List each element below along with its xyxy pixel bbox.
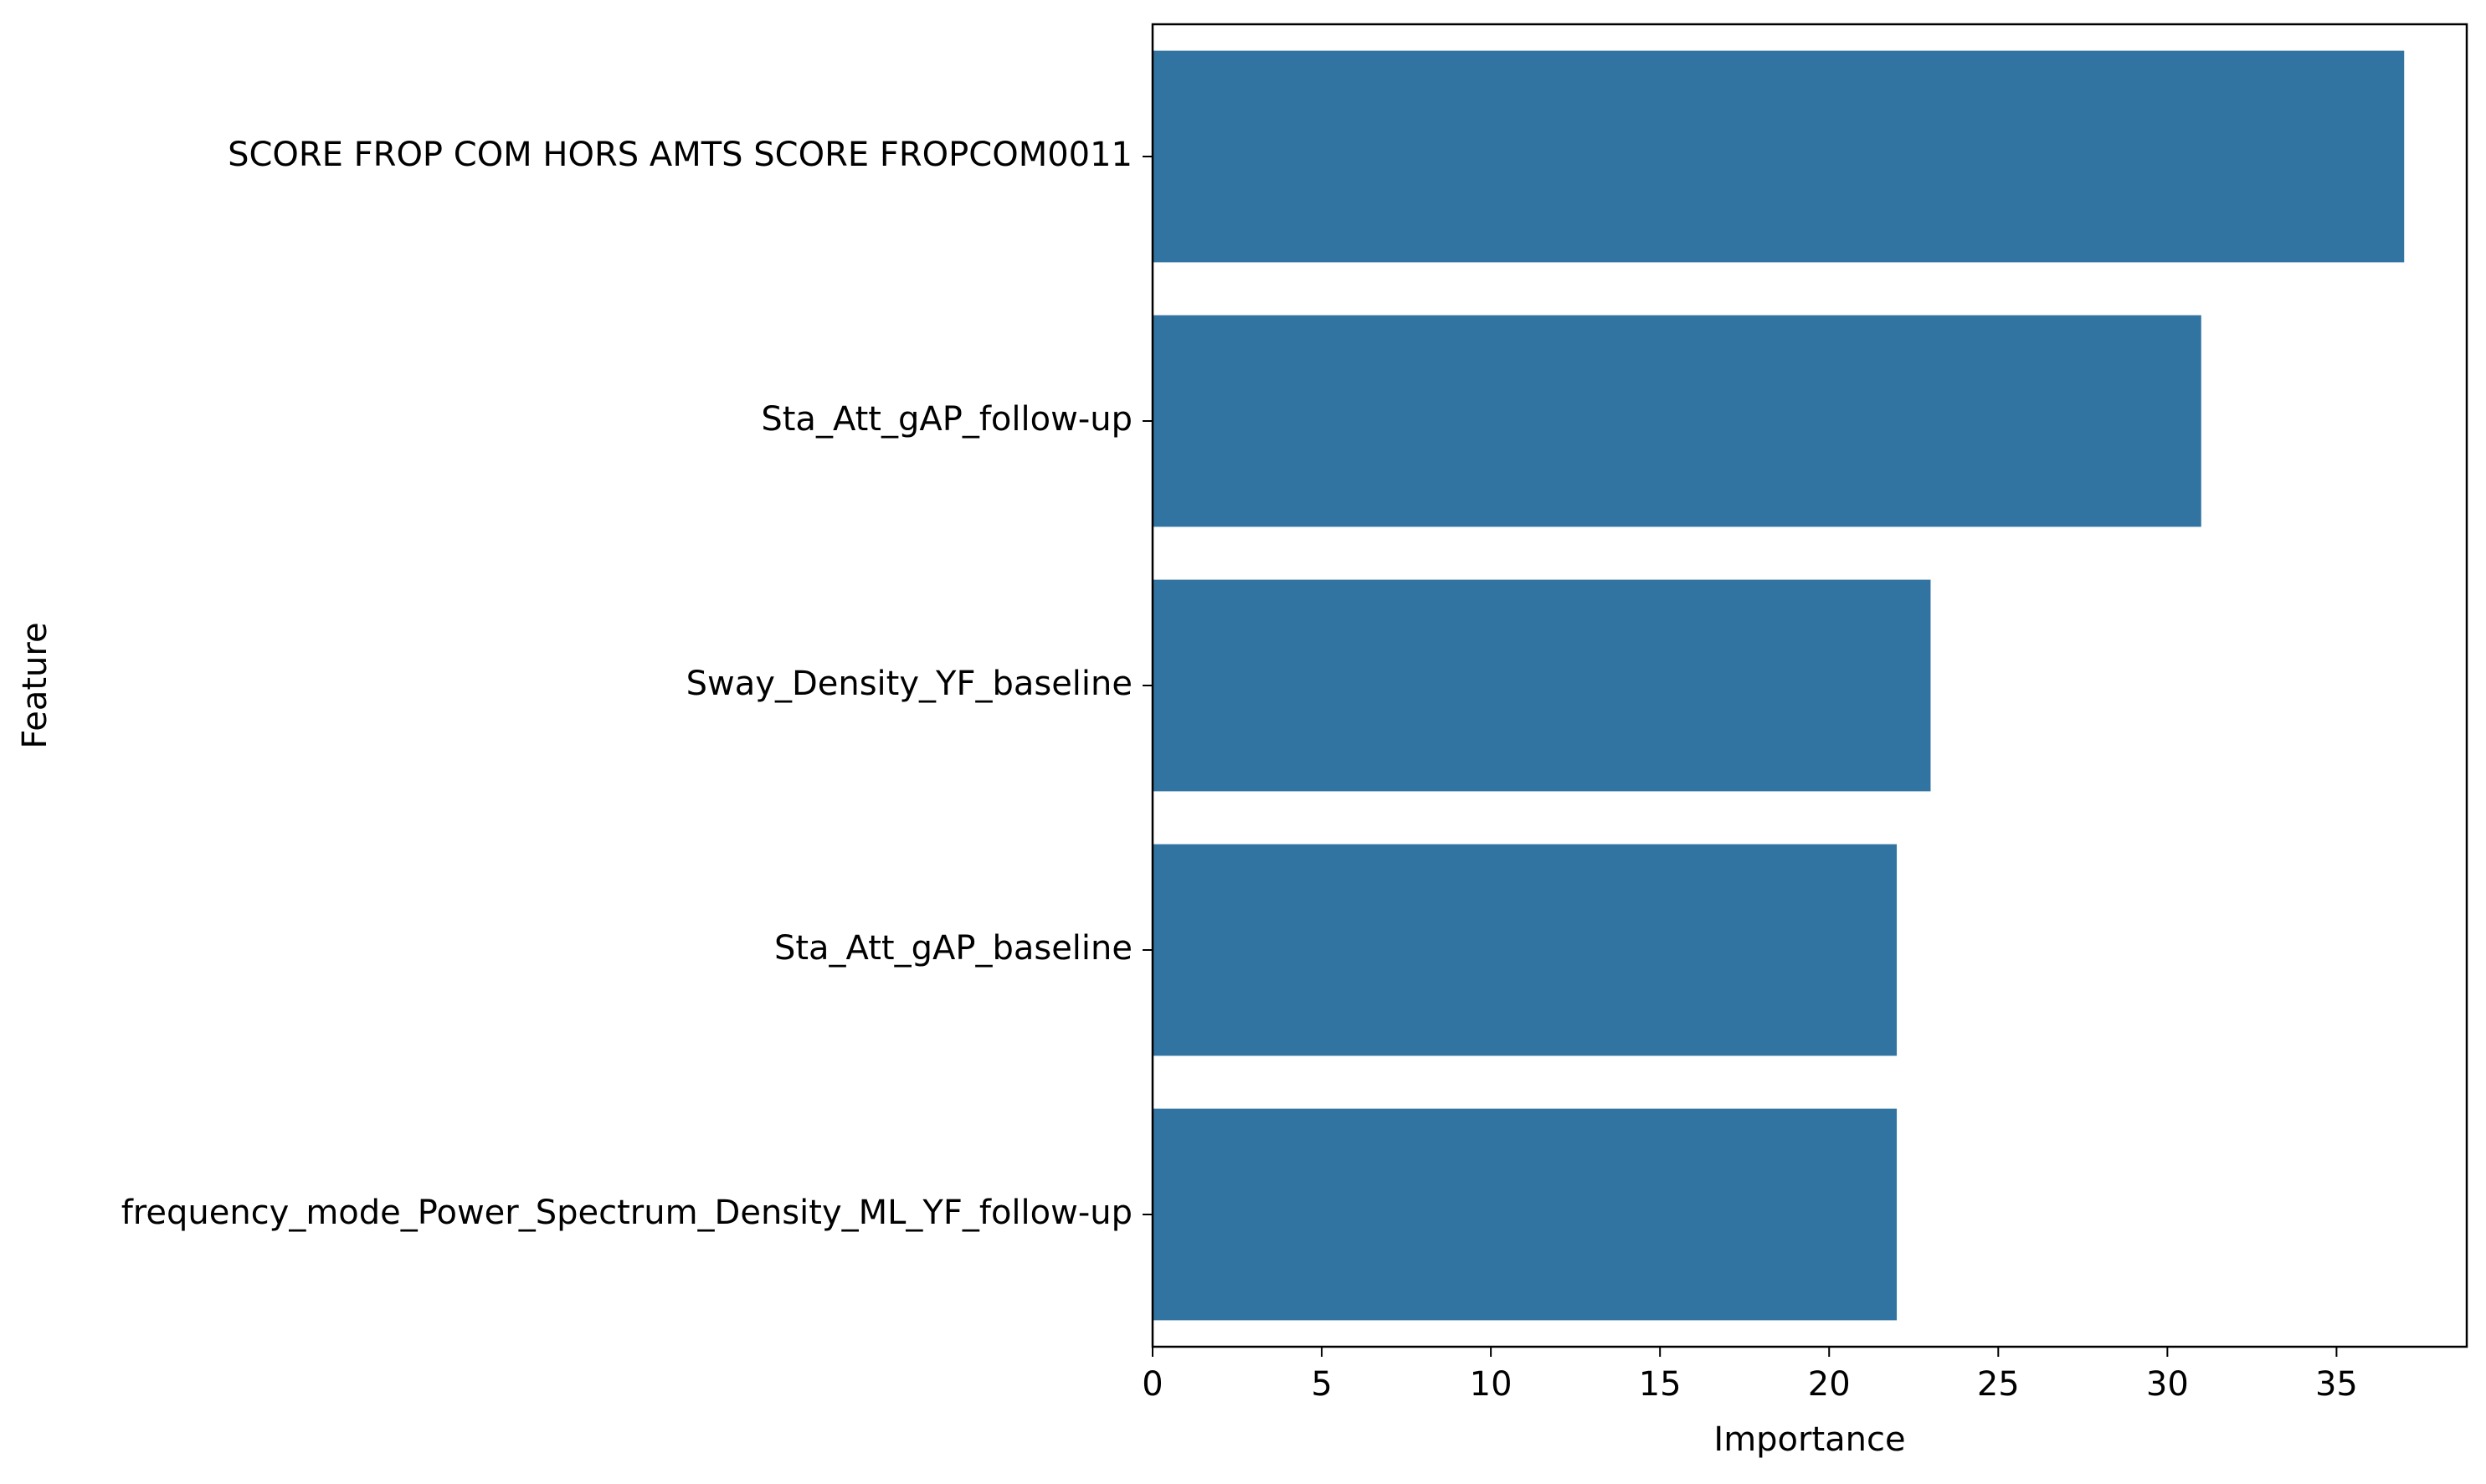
y-tick-label: Sta_Att_gAP_baseline xyxy=(774,929,1133,968)
x-axis-ticks: 0 5 10 15 20 25 30 35 xyxy=(1142,1347,2358,1404)
plot-frame xyxy=(1151,23,2468,1348)
bar xyxy=(1153,579,1931,792)
y-tick-label: SCORE FROP COM HORS AMTS SCORE FROPCOM00… xyxy=(228,136,1133,174)
bar xyxy=(1153,1108,1898,1321)
x-tick-label: 0 xyxy=(1142,1365,1163,1404)
y-tick-label: frequency_mode_Power_Spectrum_Density_ML… xyxy=(121,1194,1133,1232)
y-tick-label: Sway_Density_YF_baseline xyxy=(686,665,1133,703)
bar xyxy=(1153,844,1898,1056)
y-axis-label: Feature xyxy=(16,622,54,748)
x-tick-label: 30 xyxy=(2146,1365,2189,1404)
y-axis-ticks: SCORE FROP COM HORS AMTS SCORE FROPCOM00… xyxy=(121,136,1153,1232)
x-tick-label: 5 xyxy=(1311,1365,1332,1404)
x-tick-label: 20 xyxy=(1808,1365,1851,1404)
x-tick-label: 10 xyxy=(1470,1365,1513,1404)
x-tick-label: 35 xyxy=(2315,1365,2358,1404)
bar xyxy=(1153,50,2405,263)
x-tick-label: 15 xyxy=(1639,1365,1682,1404)
x-tick-label: 25 xyxy=(1977,1365,2020,1404)
x-axis-label: Importance xyxy=(1713,1420,1905,1459)
bar xyxy=(1153,315,2201,527)
y-tick-label: Sta_Att_gAP_follow-up xyxy=(761,400,1133,439)
bars-layer xyxy=(1153,50,2405,1321)
